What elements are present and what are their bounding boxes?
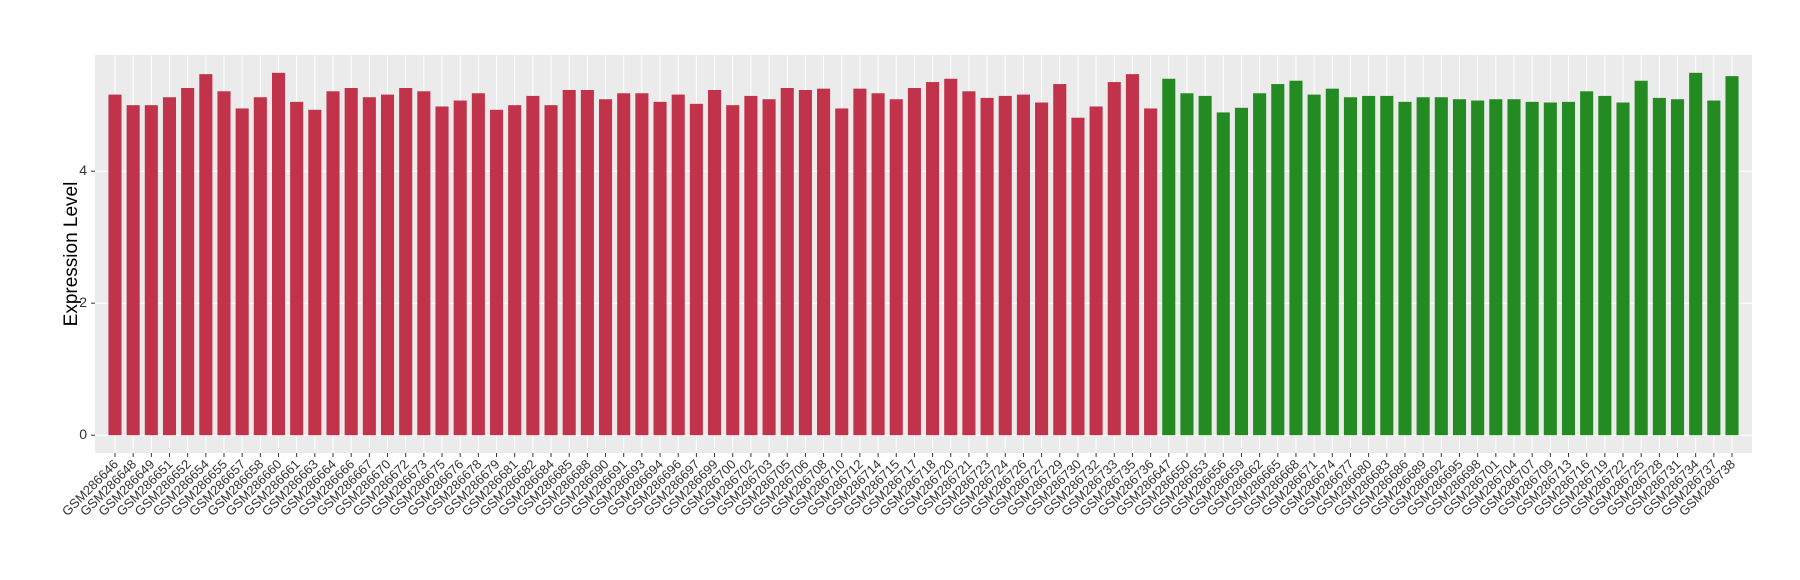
- bar: [1380, 95, 1394, 436]
- y-tick-label: 0: [79, 426, 87, 442]
- bar: [798, 89, 812, 436]
- bar: [362, 97, 376, 436]
- bar: [1271, 84, 1285, 436]
- bar: [290, 101, 304, 436]
- bar: [235, 108, 249, 436]
- bar: [489, 109, 504, 436]
- bar: [1416, 97, 1430, 436]
- bar: [835, 108, 849, 436]
- bar: [544, 105, 558, 436]
- bar: [762, 99, 776, 436]
- bar: [162, 97, 177, 436]
- bar: [780, 88, 794, 436]
- bar: [1053, 84, 1067, 436]
- bar: [1016, 94, 1030, 436]
- bar: [1216, 112, 1230, 436]
- bar: [1561, 101, 1576, 436]
- bar: [1634, 80, 1648, 436]
- bar: [1489, 99, 1503, 436]
- bar: [599, 99, 613, 436]
- bar: [1689, 72, 1703, 436]
- bar: [744, 95, 758, 436]
- bar: [508, 105, 522, 436]
- bar: [1071, 117, 1085, 436]
- bar: [1307, 94, 1321, 436]
- bar: [1598, 95, 1612, 436]
- bar: [126, 105, 140, 436]
- bar: [580, 89, 594, 436]
- y-tick-label: 4: [79, 162, 87, 178]
- bar: [962, 91, 976, 436]
- bar: [671, 94, 685, 436]
- bar: [1144, 108, 1158, 436]
- bar: [471, 93, 485, 436]
- bar: [1471, 100, 1485, 436]
- bar: [1343, 97, 1358, 436]
- bar: [926, 82, 940, 436]
- bar: [1434, 97, 1448, 436]
- bar: [1234, 107, 1248, 436]
- bar: [689, 103, 703, 436]
- bar: [435, 106, 449, 436]
- bar: [271, 72, 286, 436]
- bar: [1180, 93, 1194, 436]
- bar: [1543, 102, 1557, 436]
- bar: [817, 88, 831, 436]
- bar: [453, 100, 467, 436]
- bar: [399, 88, 413, 436]
- bar: [653, 101, 667, 436]
- bar: [635, 93, 649, 436]
- bar: [1325, 88, 1339, 436]
- bar: [1525, 101, 1539, 436]
- bar: [1707, 100, 1721, 436]
- bar: [1507, 99, 1521, 436]
- bar: [617, 93, 631, 436]
- bar: [944, 78, 958, 436]
- bar: [726, 105, 740, 436]
- bar: [1198, 95, 1212, 436]
- bar: [708, 89, 722, 436]
- bar: [1652, 97, 1666, 436]
- bar: [871, 93, 885, 436]
- bar: [907, 88, 921, 436]
- bar: [108, 94, 122, 436]
- bar: [1107, 82, 1121, 436]
- bar: [1452, 99, 1467, 436]
- bar: [980, 97, 994, 436]
- bar: [1616, 102, 1630, 436]
- bar: [217, 91, 231, 436]
- bar: [1125, 74, 1139, 436]
- bar: [380, 94, 395, 436]
- bar: [144, 105, 158, 436]
- bar: [1089, 106, 1103, 436]
- plot-panel: [95, 55, 1752, 453]
- bar: [181, 88, 195, 436]
- bar: [1580, 91, 1594, 436]
- bar: [1289, 80, 1303, 436]
- bar: [853, 88, 867, 436]
- bar: [344, 88, 358, 436]
- bar: [562, 89, 576, 436]
- bar: [1362, 95, 1376, 436]
- bar: [417, 91, 431, 436]
- bar: [308, 109, 322, 436]
- bar: [526, 95, 540, 436]
- bar: [889, 99, 903, 436]
- bar: [1253, 93, 1267, 436]
- bar: [1725, 76, 1739, 436]
- y-axis-label: Expression Level: [61, 182, 82, 327]
- y-tick-label: 2: [79, 294, 87, 310]
- bar: [1035, 102, 1049, 436]
- bar: [199, 74, 213, 436]
- bar: [998, 95, 1012, 436]
- bar: [326, 91, 340, 436]
- bar: [1162, 78, 1176, 436]
- bar: [1398, 101, 1412, 436]
- bar: [253, 97, 267, 436]
- bar: [1670, 99, 1685, 436]
